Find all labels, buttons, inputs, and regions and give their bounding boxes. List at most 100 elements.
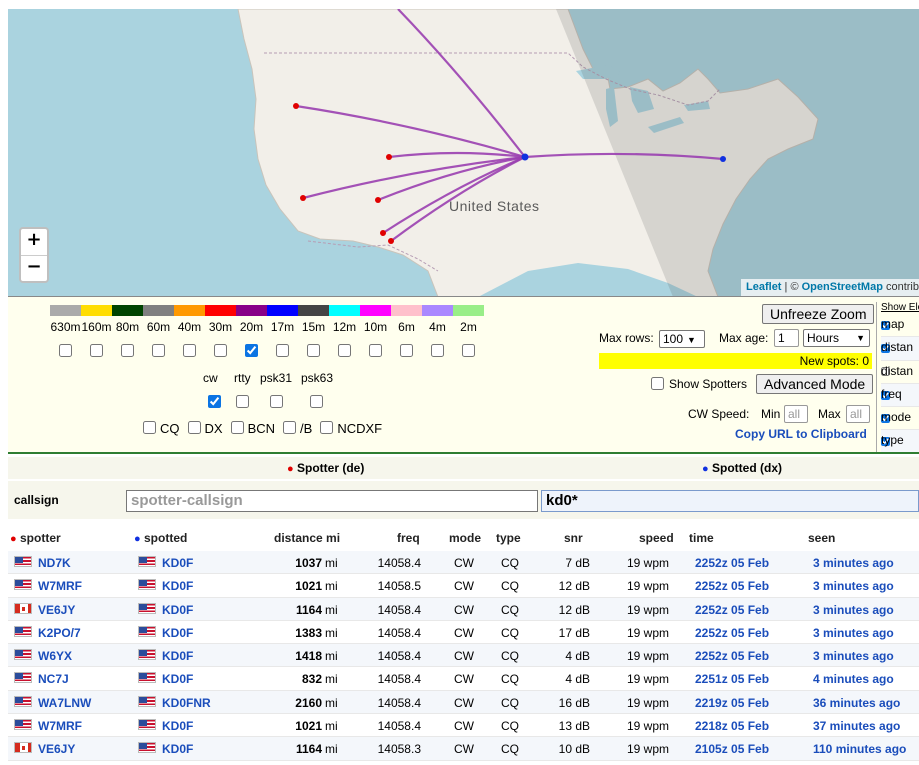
spot-type-checkbox[interactable] xyxy=(230,421,244,434)
seen-ago[interactable]: 3 minutes ago xyxy=(813,602,894,617)
col-freq[interactable]: freq xyxy=(397,531,420,545)
spot-time[interactable]: 2252z 05 Feb xyxy=(695,602,770,617)
spot-type-filter[interactable]: NCDXF xyxy=(320,421,382,436)
spot-time[interactable]: 2105z 05 Feb xyxy=(695,742,770,757)
spot-type-filter[interactable]: CQ xyxy=(143,421,180,436)
max-age-input[interactable]: 1 xyxy=(774,329,799,347)
col-snr[interactable]: snr xyxy=(564,531,583,545)
spotter-callsign[interactable]: WA7LNW xyxy=(38,695,92,710)
spotted-callsign[interactable]: KD0F xyxy=(162,579,194,594)
col-mode[interactable]: mode xyxy=(449,531,482,545)
band-checkbox[interactable] xyxy=(307,344,320,357)
band-checkbox[interactable] xyxy=(276,344,289,357)
seen-ago[interactable]: 3 minutes ago xyxy=(813,649,894,664)
seen-ago[interactable]: 3 minutes ago xyxy=(813,625,894,640)
mode-checkbox[interactable] xyxy=(310,395,323,408)
show-element-option[interactable]: freq xyxy=(881,383,919,408)
show-element-option[interactable]: mode xyxy=(881,407,919,431)
spotted-callsign[interactable]: KD0F xyxy=(162,649,194,664)
spot-type-checkbox[interactable] xyxy=(283,421,297,434)
band-checkbox[interactable] xyxy=(183,344,196,357)
spotter-callsign[interactable]: W7MRF xyxy=(38,579,82,594)
max-speed-input[interactable]: all xyxy=(846,405,870,423)
band-checkbox[interactable] xyxy=(462,344,475,357)
spot-time[interactable]: 2219z 05 Feb xyxy=(695,695,770,710)
col-distance[interactable]: distance mi xyxy=(274,531,341,545)
seen-ago[interactable]: 3 minutes ago xyxy=(813,556,894,570)
unfreeze-zoom-button[interactable]: Unfreeze Zoom xyxy=(762,304,875,324)
zoom-in-button[interactable]: + xyxy=(26,229,42,250)
spotted-callsign[interactable]: KD0F xyxy=(162,719,194,734)
spotted-callsign-input[interactable]: kd0* xyxy=(541,490,919,512)
spot-type-checkbox[interactable] xyxy=(320,421,334,434)
col-spotted[interactable]: ● spotted xyxy=(134,531,187,545)
spotter-callsign-input[interactable]: spotter-callsign xyxy=(126,490,538,512)
spot-time[interactable]: 2252z 05 Feb xyxy=(695,625,770,640)
show-element-checkbox[interactable] xyxy=(881,367,890,377)
show-element-option[interactable]: distan xyxy=(881,337,919,361)
spotter-callsign[interactable]: W7MRF xyxy=(38,719,82,734)
spotter-marker[interactable] xyxy=(386,154,392,160)
spotted-callsign[interactable]: KD0FNR xyxy=(162,695,211,710)
spotter-callsign[interactable]: NC7J xyxy=(38,672,69,687)
spotted-marker[interactable] xyxy=(521,153,529,161)
spot-time[interactable]: 2251z 05 Feb xyxy=(695,672,770,687)
spot-time[interactable]: 2252z 05 Feb xyxy=(695,649,770,664)
band-checkbox[interactable] xyxy=(369,344,382,357)
band-checkbox[interactable] xyxy=(121,344,134,357)
spot-type-checkbox[interactable] xyxy=(143,421,156,434)
mode-checkbox[interactable] xyxy=(208,395,221,408)
spotter-callsign[interactable]: W6YX xyxy=(38,649,73,664)
spotted-marker[interactable] xyxy=(720,156,726,162)
spot-map[interactable]: United States + − Leaflet | © OpenStreet… xyxy=(8,9,919,297)
spotter-callsign[interactable]: ND7K xyxy=(38,556,71,570)
zoom-out-button[interactable]: − xyxy=(21,255,47,281)
spotter-callsign[interactable]: VE6JY xyxy=(38,742,76,757)
spot-type-filter[interactable]: DX xyxy=(187,421,223,436)
show-spotters-toggle[interactable]: Show Spotters xyxy=(651,377,747,391)
seen-ago[interactable]: 3 minutes ago xyxy=(813,579,894,594)
band-checkbox[interactable] xyxy=(152,344,165,357)
mode-checkbox[interactable] xyxy=(270,395,283,408)
band-checkbox[interactable] xyxy=(338,344,351,357)
spot-type-checkbox[interactable] xyxy=(187,421,201,434)
spotter-marker[interactable] xyxy=(375,197,381,203)
spot-type-filter[interactable]: BCN xyxy=(230,421,275,436)
min-speed-input[interactable]: all xyxy=(784,405,808,423)
show-element-option[interactable]: map xyxy=(881,314,919,338)
col-type[interactable]: type xyxy=(496,531,521,545)
mode-checkbox[interactable] xyxy=(236,395,249,408)
spot-time[interactable]: 2252z 05 Feb xyxy=(695,556,770,570)
seen-ago[interactable]: 4 minutes ago xyxy=(813,672,894,687)
spotter-marker[interactable] xyxy=(300,195,306,201)
spotted-callsign[interactable]: KD0F xyxy=(162,672,194,687)
band-checkbox[interactable] xyxy=(59,344,72,357)
band-checkbox[interactable] xyxy=(90,344,103,357)
show-element-checkbox[interactable] xyxy=(881,437,890,447)
show-element-checkbox[interactable] xyxy=(881,343,890,353)
band-checkbox[interactable] xyxy=(431,344,444,357)
col-time[interactable]: time xyxy=(689,531,714,545)
col-spotter[interactable]: ● spotter xyxy=(10,531,61,545)
seen-ago[interactable]: 110 minutes ago xyxy=(813,742,907,757)
spotter-marker[interactable] xyxy=(380,230,386,236)
spot-time[interactable]: 2252z 05 Feb xyxy=(695,579,770,594)
copy-url-link[interactable]: Copy URL to Clipboard xyxy=(735,427,867,441)
spot-time[interactable]: 2218z 05 Feb xyxy=(695,719,770,734)
band-checkbox[interactable] xyxy=(245,344,258,357)
spotter-callsign[interactable]: VE6JY xyxy=(38,602,76,617)
seen-ago[interactable]: 36 minutes ago xyxy=(813,695,901,710)
show-element-option[interactable]: distan xyxy=(881,361,919,384)
show-spotters-checkbox[interactable] xyxy=(651,377,664,390)
max-rows-select[interactable]: 100 ▼ xyxy=(659,330,705,348)
osm-link[interactable]: OpenStreetMap xyxy=(801,281,883,293)
leaflet-link[interactable]: Leaflet xyxy=(746,281,782,293)
max-age-unit-select[interactable]: Hours ▼ xyxy=(803,329,870,347)
spotted-callsign[interactable]: KD0F xyxy=(162,556,194,570)
advanced-mode-button[interactable]: Advanced Mode xyxy=(756,374,874,394)
spotter-callsign[interactable]: K2PO/7 xyxy=(38,625,81,640)
show-element-checkbox[interactable] xyxy=(881,413,890,423)
spotted-callsign[interactable]: KD0F xyxy=(162,602,194,617)
spotter-marker[interactable] xyxy=(388,238,394,244)
seen-ago[interactable]: 37 minutes ago xyxy=(813,719,901,734)
